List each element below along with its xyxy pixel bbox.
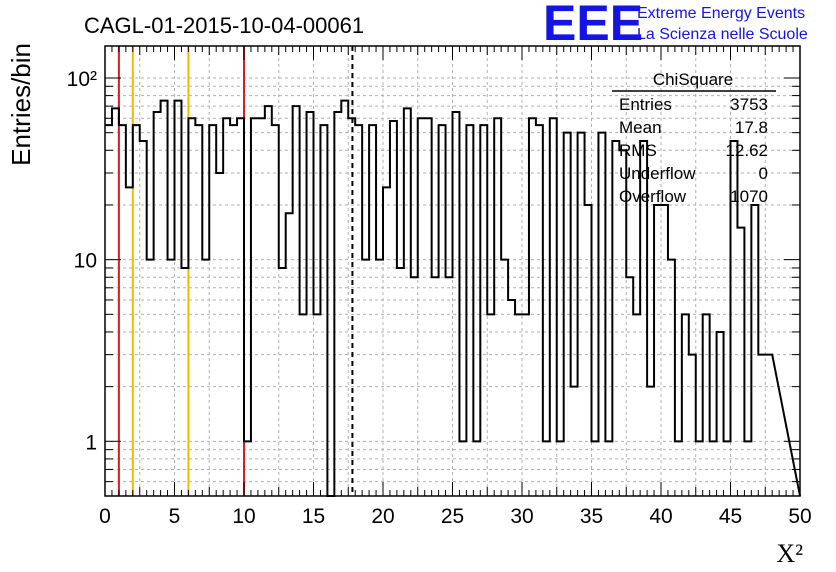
- stats-label: Overflow: [619, 187, 687, 206]
- y-tick-labels: 1 10 10²: [67, 68, 97, 454]
- x-tick-labels: 0 5 10 15 20 25 30 35 40 45 50: [99, 505, 812, 528]
- stats-label: Underflow: [619, 164, 696, 183]
- y-tick-label: 10²: [67, 68, 97, 91]
- stats-label: Mean: [619, 118, 662, 137]
- x-tick-label: 20: [371, 505, 394, 528]
- y-tick-label: 1: [85, 431, 97, 454]
- x-tick-label: 0: [99, 505, 111, 528]
- x-tick-label: 40: [649, 505, 672, 528]
- stats-value: 1070: [730, 187, 768, 206]
- x-tick-label: 30: [510, 505, 533, 528]
- stats-value: 0: [759, 164, 768, 183]
- logo-mark: EEE: [543, 0, 643, 51]
- x-tick-label: 5: [169, 505, 181, 528]
- stats-title: ChiSquare: [653, 70, 733, 89]
- stats-label: Entries: [619, 95, 672, 114]
- stats-value: 17.8: [735, 118, 768, 137]
- x-axis-label: X²: [776, 539, 803, 568]
- y-tick-label: 10: [74, 250, 97, 273]
- x-tick-label: 25: [441, 505, 464, 528]
- x-tick-label: 45: [719, 505, 742, 528]
- stats-value: 12.62: [725, 141, 768, 160]
- logo-line-1: Extreme Energy Events: [637, 5, 805, 22]
- stats-rows: Entries 3753 Mean 17.8 RMS 12.62 Underflow 0 Ove…: [619, 95, 768, 206]
- x-tick-label: 15: [302, 505, 325, 528]
- plot-frame: [104, 45, 801, 497]
- x-tick-label: 35: [580, 505, 603, 528]
- histogram-line: [105, 99, 801, 497]
- stats-value: 3753: [730, 95, 768, 114]
- y-axis-label: Entries/bin: [6, 43, 36, 166]
- x-tick-label: 10: [232, 505, 255, 528]
- stats-box: ChiSquare Entries 3753 Mean 17.8 RMS 12.62 Und…: [612, 70, 776, 206]
- x-tick-label: 50: [788, 505, 811, 528]
- chart-title: CAGL-01-2015-10-04-00061: [84, 13, 364, 38]
- stats-label: RMS: [619, 141, 657, 160]
- logo-line-2: La Scienza nelle Scuole: [637, 26, 808, 43]
